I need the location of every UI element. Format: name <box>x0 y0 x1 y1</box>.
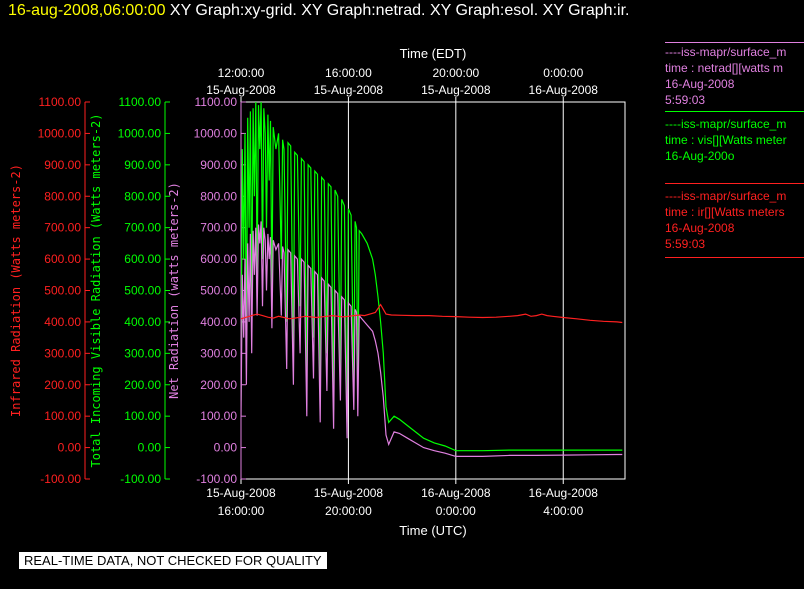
header-bar: 16-aug-2008,06:00:00 XY Graph:xy-grid. X… <box>8 2 629 20</box>
graph-title-xy-grid[interactable]: XY Graph:xy-grid. <box>169 2 297 19</box>
legend-separator <box>665 42 804 43</box>
vis-y-tick-label: 0.00 <box>138 441 162 455</box>
legend-vis-var: time : vis[][Watts meter <box>665 133 787 147</box>
bottom-axis-title: Time (UTC) <box>399 523 466 538</box>
vis-y-tick-label: 100.00 <box>124 409 161 423</box>
netrad-y-tick-label: 500.00 <box>200 284 237 298</box>
vis-y-tick-label: 200.00 <box>124 378 161 392</box>
vis-y-tick-label: -100.00 <box>120 472 161 486</box>
netrad-y-tick-label: 800.00 <box>200 189 237 203</box>
x-tick-label-top-date: 15-Aug-2008 <box>206 83 276 97</box>
netrad-y-tick-label: 400.00 <box>200 315 237 329</box>
vis-y-tick-label: 900.00 <box>124 158 161 172</box>
netrad-y-tick-label: 700.00 <box>200 221 237 235</box>
ir-y-tick-label: 700.00 <box>44 221 81 235</box>
x-tick-label-top-time: 20:00:00 <box>432 66 479 80</box>
legend-ir-date: 16-Aug-2008 <box>665 221 735 235</box>
netrad-y-tick-label: 1100.00 <box>195 95 238 109</box>
ir-y-tick-label: 1000.00 <box>38 126 82 140</box>
netrad-y-tick-label: 1000.00 <box>194 126 238 140</box>
netrad-y-tick-label: 600.00 <box>200 252 237 266</box>
x-tick-label-bottom-date: 15-Aug-2008 <box>314 486 384 500</box>
legend-vis-date: 16-Aug-200o <box>665 149 735 163</box>
ir-series-line <box>241 303 623 324</box>
vis-y-tick-label: 300.00 <box>124 346 161 360</box>
legend-ir-var: time : ir[][Watts meters <box>665 205 785 219</box>
vis-y-tick-label: 500.00 <box>124 284 161 298</box>
legend-separator <box>665 183 804 184</box>
x-tick-label-top-time: 12:00:00 <box>218 66 265 80</box>
netrad-y-tick-label: -100.00 <box>196 472 237 486</box>
x-tick-label-top-time: 16:00:00 <box>325 66 372 80</box>
netrad-y-tick-label: 900.00 <box>200 158 237 172</box>
vis-y-tick-label: 600.00 <box>124 252 161 266</box>
ir-y-tick-label: -100.00 <box>40 472 81 486</box>
vis-y-tick-label: 800.00 <box>124 189 161 203</box>
x-tick-label-bottom-time: 16:00:00 <box>218 504 265 518</box>
netrad-y-tick-label: 0.00 <box>214 441 238 455</box>
x-tick-label-bottom-time: 0:00:00 <box>436 504 476 518</box>
ir-y-axis-title: Infrared Radiation (Watts meters-2) <box>9 164 23 417</box>
legend-ir-name: ----iss-mapr/surface_m <box>665 189 787 203</box>
netrad-y-tick-label: 100.00 <box>200 409 237 423</box>
vis-series-line <box>241 102 623 452</box>
ir-y-tick-label: 1100.00 <box>39 95 82 109</box>
netrad-y-tick-label: 300.00 <box>200 346 237 360</box>
legend-netrad-time: 5:59:03 <box>665 93 706 107</box>
x-tick-label-top-date: 15-Aug-2008 <box>314 83 384 97</box>
x-tick-label-top-time: 0:00:00 <box>543 66 583 80</box>
vis-y-tick-label: 1000.00 <box>118 126 162 140</box>
graph-title-ir[interactable]: XY Graph:ir. <box>542 2 630 19</box>
netrad-series-line <box>241 221 623 457</box>
x-tick-label-top-date: 15-Aug-2008 <box>421 83 491 97</box>
ir-y-tick-label: 800.00 <box>44 189 81 203</box>
legend-vis-name: ----iss-mapr/surface_m <box>665 117 787 131</box>
ir-y-tick-label: 500.00 <box>44 284 81 298</box>
vis-y-axis-title: Total Incoming Visible Radiation (Watts … <box>89 113 103 467</box>
x-tick-label-bottom-date: 15-Aug-2008 <box>206 486 276 500</box>
x-tick-label-bottom-time: 20:00:00 <box>325 504 372 518</box>
legend-netrad-date: 16-Aug-2008 <box>665 77 735 91</box>
ir-y-tick-label: 900.00 <box>44 158 81 172</box>
vis-y-tick-label: 700.00 <box>124 221 161 235</box>
ir-y-tick-label: 100.00 <box>44 409 81 423</box>
legend-vis[interactable]: ----iss-mapr/surface_m time : vis[][Watt… <box>665 116 804 164</box>
x-tick-label-top-date: 16-Aug-2008 <box>529 83 599 97</box>
x-tick-label-bottom-date: 16-Aug-2008 <box>421 486 491 500</box>
ir-y-tick-label: 0.00 <box>58 441 82 455</box>
graph-title-esol[interactable]: XY Graph:esol. <box>429 2 539 19</box>
graph-title-netrad[interactable]: XY Graph:netrad. <box>301 2 426 19</box>
legend-ir-time: 5:59:03 <box>665 237 706 251</box>
timestamp: 16-aug-2008,06:00:00 <box>8 2 166 19</box>
top-axis-title: Time (EDT) <box>400 46 467 61</box>
x-tick-label-bottom-date: 16-Aug-2008 <box>529 486 599 500</box>
vis-y-tick-label: 400.00 <box>124 315 161 329</box>
legend-netrad-var: time : netrad[][watts m <box>665 61 784 75</box>
ir-y-tick-label: 200.00 <box>44 378 81 392</box>
netrad-y-tick-label: 200.00 <box>200 378 237 392</box>
legend-netrad[interactable]: ----iss-mapr/surface_m time : netrad[][w… <box>665 44 804 108</box>
netrad-y-axis-title: Net Radiation (watts meters-2) <box>167 182 181 399</box>
ir-y-tick-label: 300.00 <box>44 346 81 360</box>
quality-disclaimer: REAL-TIME DATA, NOT CHECKED FOR QUALITY <box>19 552 327 569</box>
ir-y-tick-label: 400.00 <box>44 315 81 329</box>
vis-y-tick-label: 1100.00 <box>119 95 162 109</box>
x-tick-label-bottom-time: 4:00:00 <box>543 504 583 518</box>
legend-separator <box>665 111 804 112</box>
legend-netrad-name: ----iss-mapr/surface_m <box>665 45 787 59</box>
legend-ir[interactable]: ----iss-mapr/surface_m time : ir[][Watts… <box>665 188 804 252</box>
ir-y-tick-label: 600.00 <box>44 252 81 266</box>
legend-separator <box>665 257 804 258</box>
